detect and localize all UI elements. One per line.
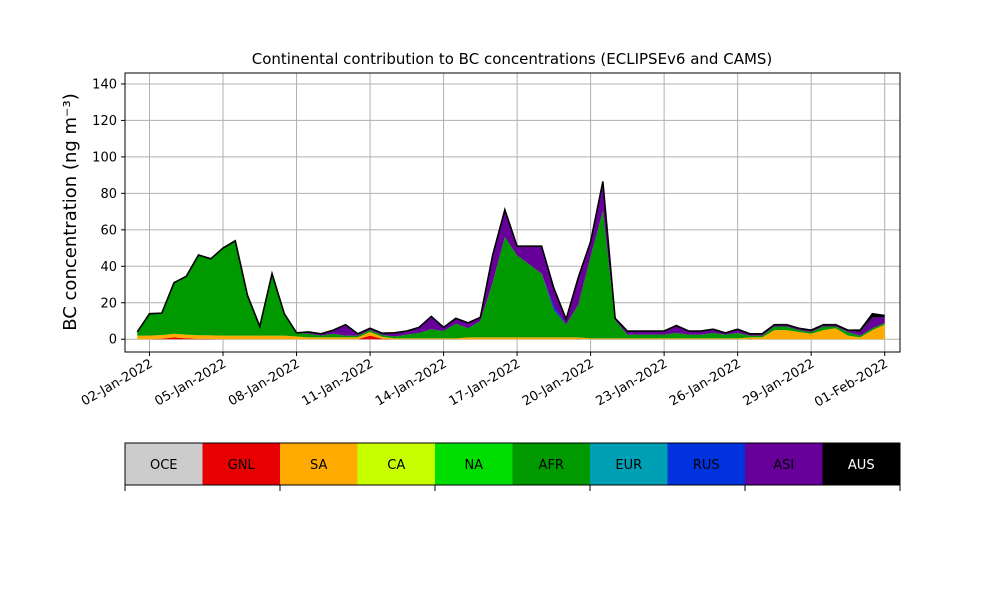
legend-label-sa: SA	[310, 458, 327, 473]
y-tick-label: 120	[92, 114, 117, 129]
legend-swatch-eur	[590, 443, 668, 485]
chart-title: Continental contribution to BC concentra…	[252, 50, 773, 68]
legend-label-gnl: GNL	[228, 458, 256, 473]
x-tick-label: 11-Jan-2022	[299, 356, 376, 409]
y-axis-label: BC concentration (ng m⁻³)	[60, 93, 81, 331]
legend-frame	[124, 442, 901, 486]
area-sa	[137, 324, 885, 340]
x-tick-label: 01-Feb-2022	[812, 356, 891, 410]
x-tick-label: 20-Jan-2022	[520, 356, 597, 409]
plot-frame	[124, 72, 901, 353]
x-tick-label: 17-Jan-2022	[447, 356, 524, 409]
y-tick-label: 100	[92, 150, 117, 165]
legend-label-na: NA	[464, 458, 483, 473]
y-tick-label: 80	[100, 187, 117, 202]
legend-swatch-afr	[512, 443, 590, 485]
legend-swatch-asi	[745, 443, 823, 485]
legend-label-afr: AFR	[539, 458, 564, 473]
y-tick-label: 20	[100, 296, 117, 311]
legend-colorbar: OCE GNL SA CA NA AFR EUR RUS ASI AUS	[124, 442, 901, 491]
axes-layer: 02-Jan-202205-Jan-202208-Jan-202211-Jan-…	[79, 72, 901, 410]
legend-swatch-gnl	[202, 443, 280, 485]
y-tick-label: 0	[109, 333, 117, 348]
x-tick-label: 02-Jan-2022	[79, 356, 156, 409]
legend-swatch-aus	[822, 443, 900, 485]
legend-label-ca: CA	[387, 458, 405, 473]
y-tick-label: 60	[100, 223, 117, 238]
y-tick-label: 140	[92, 77, 117, 92]
legend-label-eur: EUR	[615, 458, 642, 473]
legend-label-oce: OCE	[150, 458, 178, 473]
total-outline	[136, 181, 885, 335]
legend-label-rus: RUS	[693, 458, 720, 473]
area-afr	[137, 210, 885, 339]
area-layer	[136, 181, 885, 340]
x-tick-label: 26-Jan-2022	[667, 356, 744, 409]
x-tick-label: 05-Jan-2022	[152, 356, 229, 409]
legend-swatch-na	[435, 443, 513, 485]
legend-swatch-sa	[280, 443, 358, 485]
y-tick-label: 40	[100, 260, 117, 275]
x-tick-label: 08-Jan-2022	[226, 356, 303, 409]
x-tick-label: 29-Jan-2022	[741, 356, 818, 409]
x-tick-label: 23-Jan-2022	[594, 356, 671, 409]
legend-swatch-rus	[667, 443, 745, 485]
legend-swatch-ca	[357, 443, 435, 485]
legend-label-asi: ASI	[773, 458, 794, 473]
legend-label-aus: AUS	[848, 458, 875, 473]
legend-swatch-oce	[125, 443, 203, 485]
x-tick-label: 14-Jan-2022	[373, 356, 450, 409]
